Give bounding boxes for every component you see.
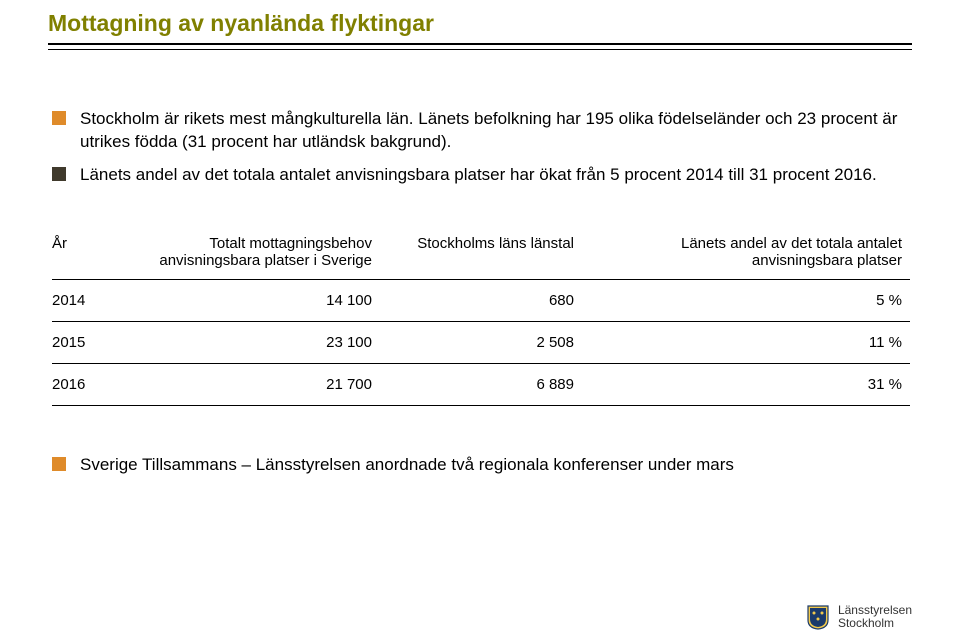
bullet-text: Länets andel av det totala antalet anvis…: [80, 164, 877, 187]
cell-share: 31 %: [622, 363, 910, 405]
bullet-list: Stockholm är rikets mest mångkulturella …: [52, 108, 900, 187]
col-header-share: Länets andel av det totala antalet anvis…: [622, 235, 910, 280]
table-row: 2015 23 100 2 508 11 %: [52, 321, 910, 363]
square-bullet-icon: [52, 111, 66, 125]
lansstyrelsen-logo: Länsstyrelsen Stockholm: [806, 604, 912, 630]
bullet-text: Sverige Tillsammans – Länsstyrelsen anor…: [80, 454, 734, 477]
bullet-text: Stockholm är rikets mest mångkulturella …: [80, 108, 900, 154]
page-title: Mottagning av nyanlända flyktingar: [48, 10, 912, 43]
cell-year: 2015: [52, 321, 122, 363]
data-table: År Totalt mottagningsbehov anvisningsbar…: [52, 235, 910, 406]
cell-stockholm: 680: [412, 279, 622, 321]
logo-line2: Stockholm: [838, 617, 912, 630]
col-header-stockholm: Stockholms läns länstal: [412, 235, 622, 280]
data-table-wrap: År Totalt mottagningsbehov anvisningsbar…: [52, 235, 910, 406]
title-rule-thin: [48, 49, 912, 50]
cell-year: 2014: [52, 279, 122, 321]
col-header-year: År: [52, 235, 122, 280]
cell-year: 2016: [52, 363, 122, 405]
crest-icon: [806, 604, 830, 630]
cell-share: 11 %: [622, 321, 910, 363]
square-bullet-icon: [52, 167, 66, 181]
square-bullet-icon: [52, 457, 66, 471]
list-item: Länets andel av det totala antalet anvis…: [52, 164, 900, 187]
table-row: 2016 21 700 6 889 31 %: [52, 363, 910, 405]
cell-share: 5 %: [622, 279, 910, 321]
col-header-total: Totalt mottagningsbehov anvisningsbara p…: [122, 235, 412, 280]
list-item: Stockholm är rikets mest mångkulturella …: [52, 108, 900, 154]
logo-text: Länsstyrelsen Stockholm: [838, 604, 912, 629]
title-rule-thick: [48, 43, 912, 45]
list-item: Sverige Tillsammans – Länsstyrelsen anor…: [52, 454, 912, 477]
cell-total: 21 700: [122, 363, 412, 405]
table-row: 2014 14 100 680 5 %: [52, 279, 910, 321]
cell-stockholm: 2 508: [412, 321, 622, 363]
cell-total: 23 100: [122, 321, 412, 363]
footer-bullet: Sverige Tillsammans – Länsstyrelsen anor…: [52, 454, 912, 477]
cell-stockholm: 6 889: [412, 363, 622, 405]
slide: Mottagning av nyanlända flyktingar Stock…: [0, 0, 960, 644]
table-header-row: År Totalt mottagningsbehov anvisningsbar…: [52, 235, 910, 280]
cell-total: 14 100: [122, 279, 412, 321]
title-block: Mottagning av nyanlända flyktingar: [48, 10, 912, 50]
